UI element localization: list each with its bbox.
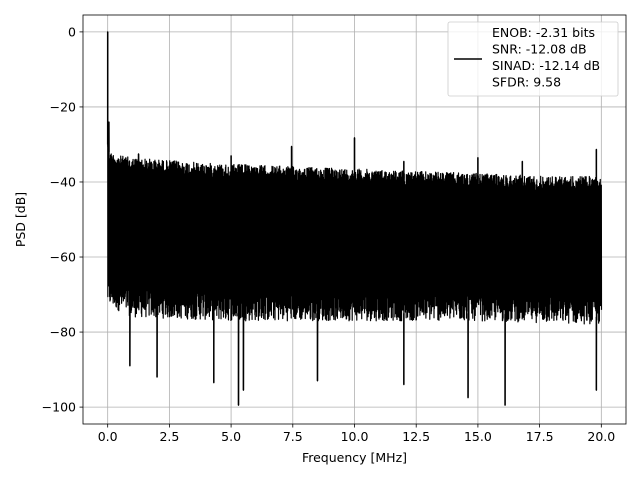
legend-sinad: SINAD: -12.14 dB	[492, 58, 600, 73]
legend: ENOB: -2.31 bits SNR: -12.08 dB SINAD: -…	[447, 21, 619, 97]
legend-box	[447, 21, 619, 97]
x-axis-label: Frequency [MHz]	[302, 450, 407, 465]
x-tick-label: 0.0	[98, 429, 118, 444]
y-tick-label: −100	[42, 400, 76, 415]
legend-snr: SNR: -12.08 dB	[492, 42, 587, 57]
ticks: 0.0 2.5 5.0 7.5 10.0 12.5 15.0 17.5 20.0 0 −20 −40 −…	[42, 24, 616, 444]
x-tick-label: 2.5	[159, 429, 179, 444]
y-axis-label: PSD [dB]	[13, 192, 28, 247]
psd-series	[106, 31, 603, 406]
x-tick-label: 7.5	[283, 429, 303, 444]
y-tick-label: −60	[50, 250, 76, 265]
y-tick-label: −80	[50, 325, 76, 340]
x-tick-label: 5.0	[221, 429, 241, 444]
legend-sfdr: SFDR: 9.58	[492, 75, 561, 90]
y-tick-label: −40	[50, 174, 76, 189]
x-tick-label: 12.5	[402, 429, 430, 444]
x-tick-label: 15.0	[464, 429, 492, 444]
psd-trace	[107, 31, 603, 406]
y-tick-label: −20	[50, 99, 76, 114]
x-tick-label: 17.5	[526, 429, 554, 444]
legend-enob: ENOB: -2.31 bits	[492, 25, 595, 40]
x-tick-label: 10.0	[341, 429, 369, 444]
y-tick-label: 0	[68, 24, 76, 39]
x-tick-label: 20.0	[587, 429, 615, 444]
